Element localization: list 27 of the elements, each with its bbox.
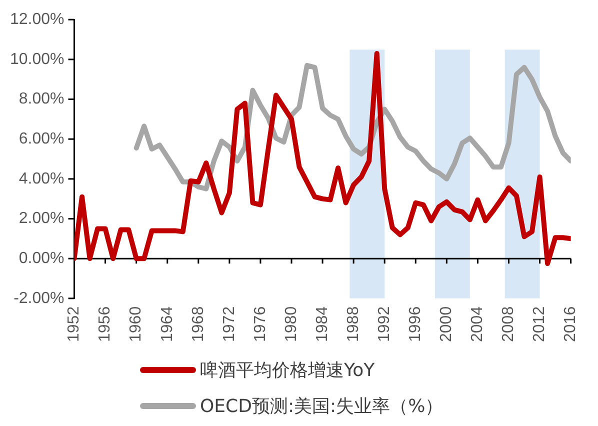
legend-label: 啤酒平均价格增速YoY (200, 359, 375, 382)
x-tick-label: 1968 (190, 306, 207, 342)
x-tick-label: 2000 (438, 306, 456, 342)
x-tick-label: 1976 (252, 306, 269, 342)
x-tick-label: 1980 (282, 306, 300, 342)
x-tick-label: 1984 (314, 306, 331, 342)
x-tick-label: 1972 (220, 306, 238, 342)
x-tick-label: 1992 (376, 306, 394, 342)
x-tick-label: 1996 (407, 306, 424, 342)
x-tick-label: 2004 (469, 306, 486, 342)
y-tick-label: -2.00% (14, 290, 64, 307)
legend-label: OECD预测:美国:失业率（%） (200, 395, 444, 418)
y-tick-label: 4.00% (18, 170, 64, 188)
y-tick-label: 6.00% (18, 130, 64, 148)
x-tick-label: 1960 (128, 306, 145, 342)
y-tick-label: 8.00% (18, 90, 64, 108)
x-tick-label: 1964 (158, 306, 176, 342)
x-tick-label: 1952 (66, 306, 83, 342)
y-tick-label: 12.00% (10, 11, 64, 28)
y-tick-label: 0.00% (18, 250, 64, 267)
y-tick-label: 2.00% (18, 210, 64, 228)
x-tick-label: 2016 (562, 306, 580, 342)
x-tick-label: 2012 (531, 306, 548, 342)
x-tick-label: 2008 (500, 306, 518, 342)
x-tick-label: 1988 (344, 306, 362, 342)
x-tick-label: 1956 (96, 306, 114, 342)
y-tick-label: 10.00% (10, 50, 64, 68)
